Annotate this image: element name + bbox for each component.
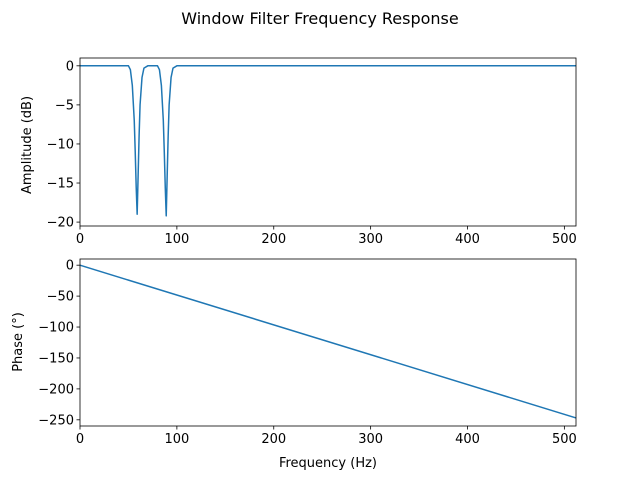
phase-y-tick-label: −150 [38,351,74,366]
amplitude-x-tick-label: 0 [76,232,84,247]
phase-y-tick-label: −50 [47,290,74,305]
phase-axes: 0 100 200 300 400 500 0 −50 −100 −150 −200 −250 Pha… [11,258,577,471]
amplitude-y-axis-label: Amplitude (dB) [20,96,35,194]
phase-series-line-0 [79,264,577,419]
phase-x-tick-label: 300 [358,432,383,447]
amplitude-y-tick-label: −10 [47,137,74,152]
phase-plot-area: 0 100 200 300 400 500 0 −50 −100 −150 −200 −250 [38,258,577,447]
phase-x-axis-label: Frequency (Hz) [279,456,377,471]
amplitude-y-tick-label: −15 [47,177,74,192]
amplitude-x-tick-label: 500 [552,232,577,247]
phase-x-tick-label: 400 [455,432,480,447]
figure-title: Window Filter Frequency Response [181,9,458,28]
amplitude-x-tick-label: 300 [358,232,383,247]
phase-axes-frame [79,258,577,427]
amplitude-y-tick-label: −5 [55,98,74,113]
amplitude-x-tick-label: 200 [261,232,286,247]
phase-y-tick-label: −200 [38,382,74,397]
phase-y-tick-label: 0 [66,259,74,274]
amplitude-axes: 0 100 200 300 400 500 0 −5 −10 −15 −20 Amplitude (… [20,57,577,247]
amplitude-x-tick-label: 100 [164,232,189,247]
amplitude-y-tick-label: −20 [47,216,74,231]
amplitude-axes-frame [79,57,577,227]
amplitude-plot-area: 0 100 200 300 400 500 0 −5 −10 −15 −20 [47,57,577,247]
amplitude-x-tick-label: 400 [455,232,480,247]
phase-x-tick-label: 200 [261,432,286,447]
phase-y-tick-label: −100 [38,321,74,336]
phase-x-tick-label: 500 [552,432,577,447]
phase-y-axis-label: Phase (°) [11,312,26,372]
phase-y-tick-label: −250 [38,413,74,428]
amplitude-y-tick-label: 0 [66,59,74,74]
amplitude-series-line-0 [80,65,576,217]
phase-x-tick-label: 100 [164,432,189,447]
phase-x-tick-label: 0 [76,432,84,447]
